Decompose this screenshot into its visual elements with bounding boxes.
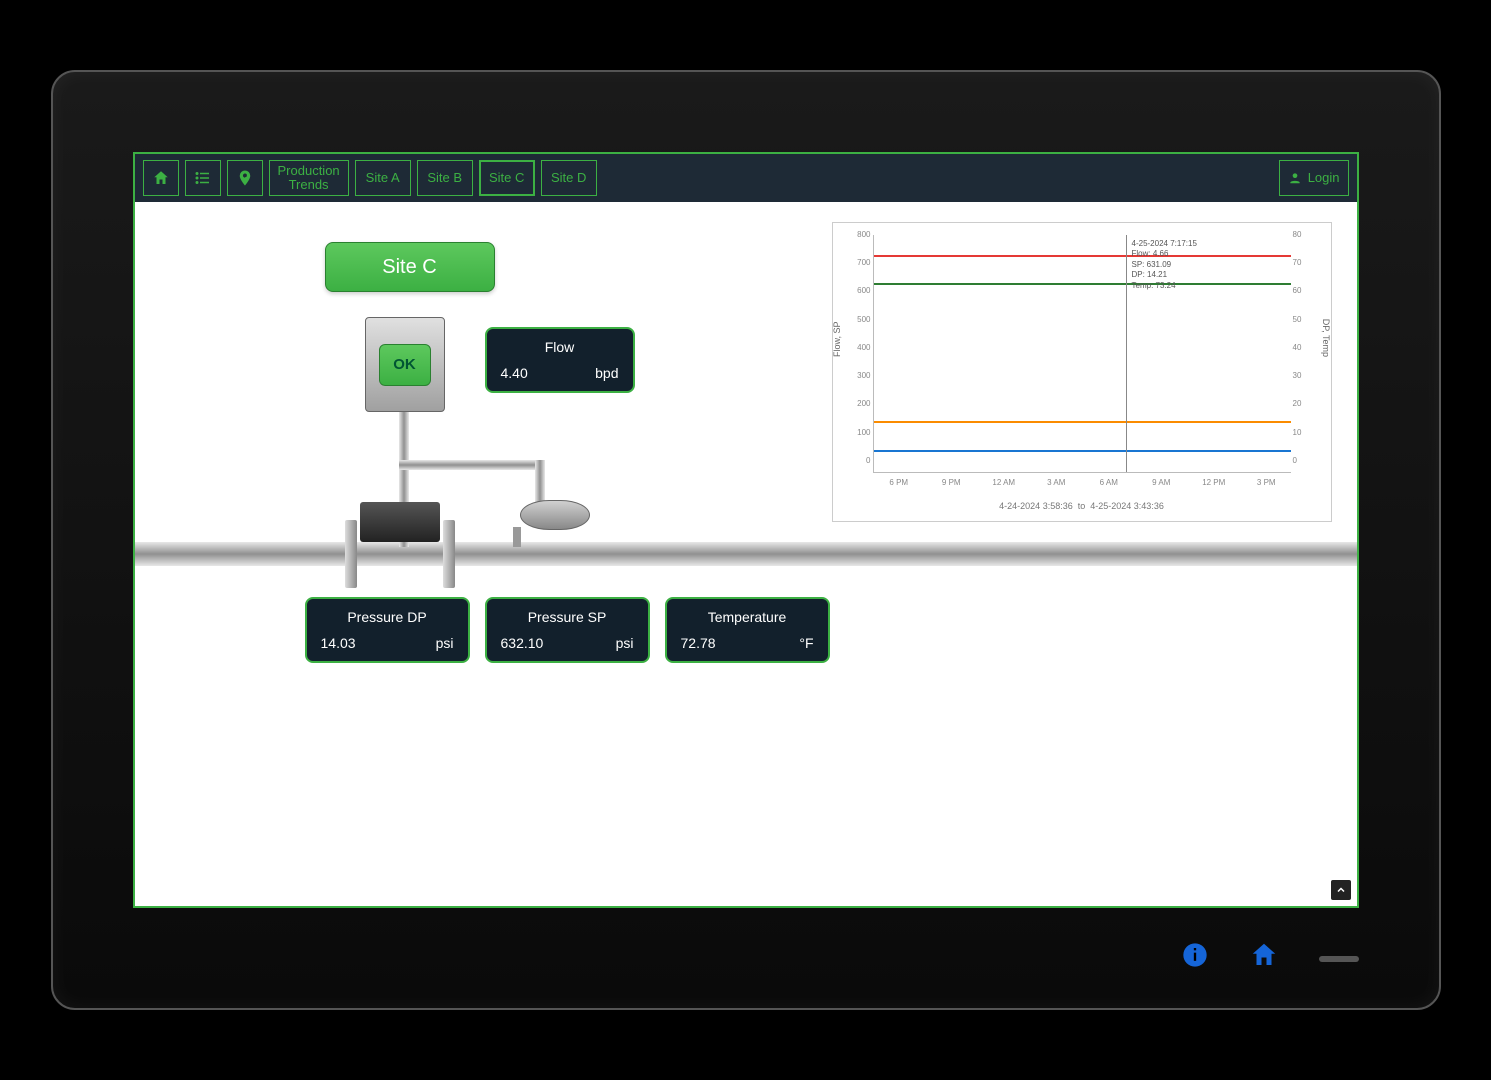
- dp-title: Pressure DP: [321, 609, 454, 625]
- info-icon[interactable]: [1181, 941, 1209, 977]
- sp-unit: psi: [616, 635, 634, 651]
- site-b-button[interactable]: Site B: [417, 160, 473, 196]
- site-a-button[interactable]: Site A: [355, 160, 411, 196]
- flow-meter-graphic: [520, 500, 590, 530]
- pipe-horizontal: [135, 542, 1357, 566]
- home-icon: [152, 169, 170, 187]
- screen: Production Trends Site A Site B Site C S…: [133, 152, 1359, 908]
- map-pin-icon: [236, 169, 254, 187]
- power-led: [1319, 956, 1359, 962]
- expand-button[interactable]: [1331, 880, 1351, 900]
- chart-plot-area: 4-25-2024 7:17:15Flow: 4.66SP: 631.09DP:…: [873, 235, 1291, 473]
- ok-button[interactable]: OK: [379, 344, 431, 386]
- top-nav-bar: Production Trends Site A Site B Site C S…: [135, 154, 1357, 202]
- list-button[interactable]: [185, 160, 221, 196]
- pressure-dp-card[interactable]: Pressure DP 14.03 psi: [305, 597, 470, 663]
- login-label: Login: [1308, 171, 1340, 185]
- pressure-sp-card[interactable]: Pressure SP 632.10 psi: [485, 597, 650, 663]
- flow-unit: bpd: [595, 365, 618, 381]
- flange-left: [345, 520, 357, 588]
- meter-stem: [513, 527, 521, 547]
- sp-title: Pressure SP: [501, 609, 634, 625]
- valve-graphic: [360, 502, 440, 542]
- flow-card[interactable]: Flow 4.40 bpd: [485, 327, 635, 393]
- home-button[interactable]: [143, 160, 179, 196]
- chart-tooltip: 4-25-2024 7:17:15Flow: 4.66SP: 631.09DP:…: [1132, 239, 1197, 291]
- hmi-device-frame: Production Trends Site A Site B Site C S…: [51, 70, 1441, 1010]
- dp-value: 14.03: [321, 635, 356, 651]
- flange-right: [443, 520, 455, 588]
- map-button[interactable]: [227, 160, 263, 196]
- content-area: Site C OK Flow 4.40 bpd Pressu: [135, 202, 1357, 906]
- production-trends-button[interactable]: Production Trends: [269, 160, 349, 196]
- chevron-up-icon: [1335, 884, 1347, 896]
- trend-chart[interactable]: Flow, SP DP, Temp 4-25-2024 7:17:15Flow:…: [832, 222, 1332, 522]
- device-footer: [53, 940, 1439, 978]
- chart-time-range: 4-24-2024 3:58:36 to 4-25-2024 3:43:36: [833, 501, 1331, 511]
- site-c-button[interactable]: Site C: [479, 160, 535, 196]
- flow-title: Flow: [501, 339, 619, 355]
- production-trends-label: Production Trends: [278, 164, 340, 193]
- login-button[interactable]: Login: [1279, 160, 1349, 196]
- chart-right-axis-label: DP, Temp: [1322, 319, 1332, 357]
- chart-left-axis-label: Flow, SP: [832, 321, 842, 357]
- sp-value: 632.10: [501, 635, 544, 651]
- site-title[interactable]: Site C: [325, 242, 495, 292]
- flow-value: 4.40: [501, 365, 528, 381]
- temp-unit: °F: [799, 635, 813, 651]
- device-home-icon[interactable]: [1249, 940, 1279, 978]
- temp-value: 72.78: [681, 635, 716, 651]
- temperature-card[interactable]: Temperature 72.78 °F: [665, 597, 830, 663]
- temp-title: Temperature: [681, 609, 814, 625]
- site-d-button[interactable]: Site D: [541, 160, 597, 196]
- dp-unit: psi: [436, 635, 454, 651]
- pipe-connector: [399, 460, 539, 470]
- controller-box: OK: [365, 317, 445, 412]
- user-icon: [1288, 171, 1302, 185]
- list-icon: [194, 169, 212, 187]
